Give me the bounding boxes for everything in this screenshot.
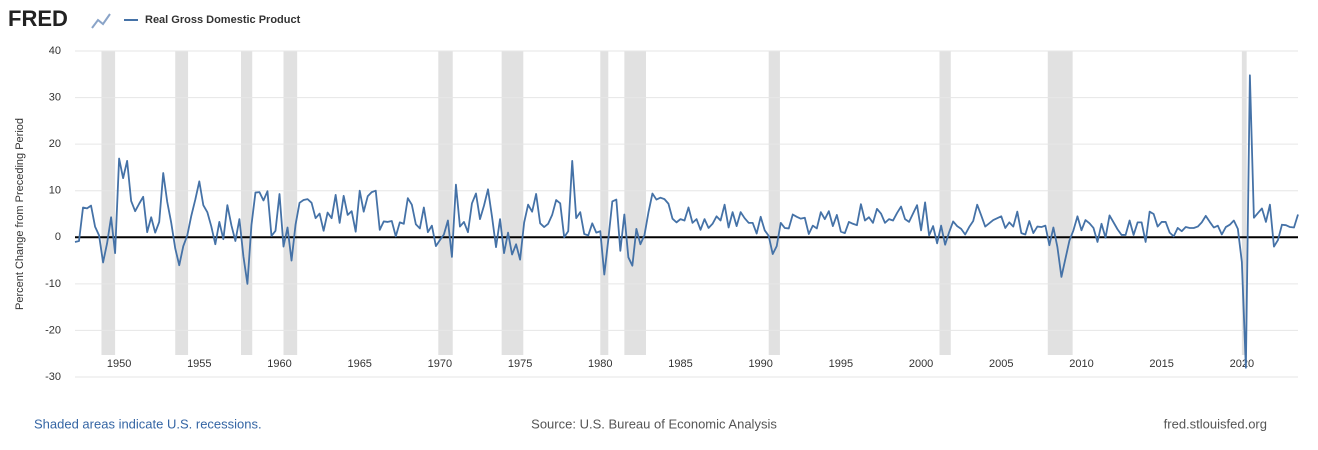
recession-band (624, 51, 647, 355)
x-tick-label: 1950 (107, 358, 131, 370)
y-tick-label: 0 (55, 231, 61, 243)
x-tick-label: 1980 (588, 358, 612, 370)
recession-band (600, 51, 609, 355)
y-axis-label: Percent Change from Preceding Period (14, 118, 26, 310)
footer-note: Shaded areas indicate U.S. recessions. (34, 416, 262, 431)
y-tick-label: 10 (49, 185, 61, 197)
x-tick-label: 2010 (1069, 358, 1093, 370)
x-tick-label: 2020 (1230, 358, 1254, 370)
x-tick-label: 1955 (187, 358, 211, 370)
source: Source: U.S. Bureau of Economic Analysis (531, 416, 777, 431)
x-tick-label: 2005 (989, 358, 1013, 370)
recession-band (1047, 51, 1073, 355)
x-tick-label: 2015 (1149, 358, 1173, 370)
logo-icon (91, 13, 111, 29)
x-tick-label: 1965 (347, 358, 371, 370)
x-tick-label: 1995 (829, 358, 853, 370)
recession-band (501, 51, 524, 355)
logo: FRED (8, 6, 68, 31)
x-tick-label: 1975 (508, 358, 532, 370)
recession-band (768, 51, 780, 355)
legend-label: Real Gross Domestic Product (145, 14, 301, 26)
y-tick-label: -10 (45, 278, 61, 290)
x-tick-label: 2000 (909, 358, 933, 370)
recession-band (939, 51, 951, 355)
footer-url: fred.stlouisfed.org (1164, 416, 1267, 431)
recession-band (283, 51, 298, 355)
y-tick-label: 40 (49, 45, 61, 57)
y-tick-label: -20 (45, 324, 61, 336)
data-line (74, 74, 1299, 369)
x-tick-label: 1970 (428, 358, 452, 370)
y-tick-label: -30 (45, 371, 61, 383)
y-tick-label: 20 (49, 138, 61, 150)
x-tick-label: 1985 (668, 358, 692, 370)
recession-band (101, 51, 116, 355)
recession-band (175, 51, 189, 355)
recession-band (241, 51, 253, 355)
recession-band (1241, 51, 1247, 355)
x-tick-label: 1990 (748, 358, 772, 370)
y-tick-label: 30 (49, 91, 61, 103)
x-tick-label: 1960 (267, 358, 291, 370)
recession-band (438, 51, 453, 355)
